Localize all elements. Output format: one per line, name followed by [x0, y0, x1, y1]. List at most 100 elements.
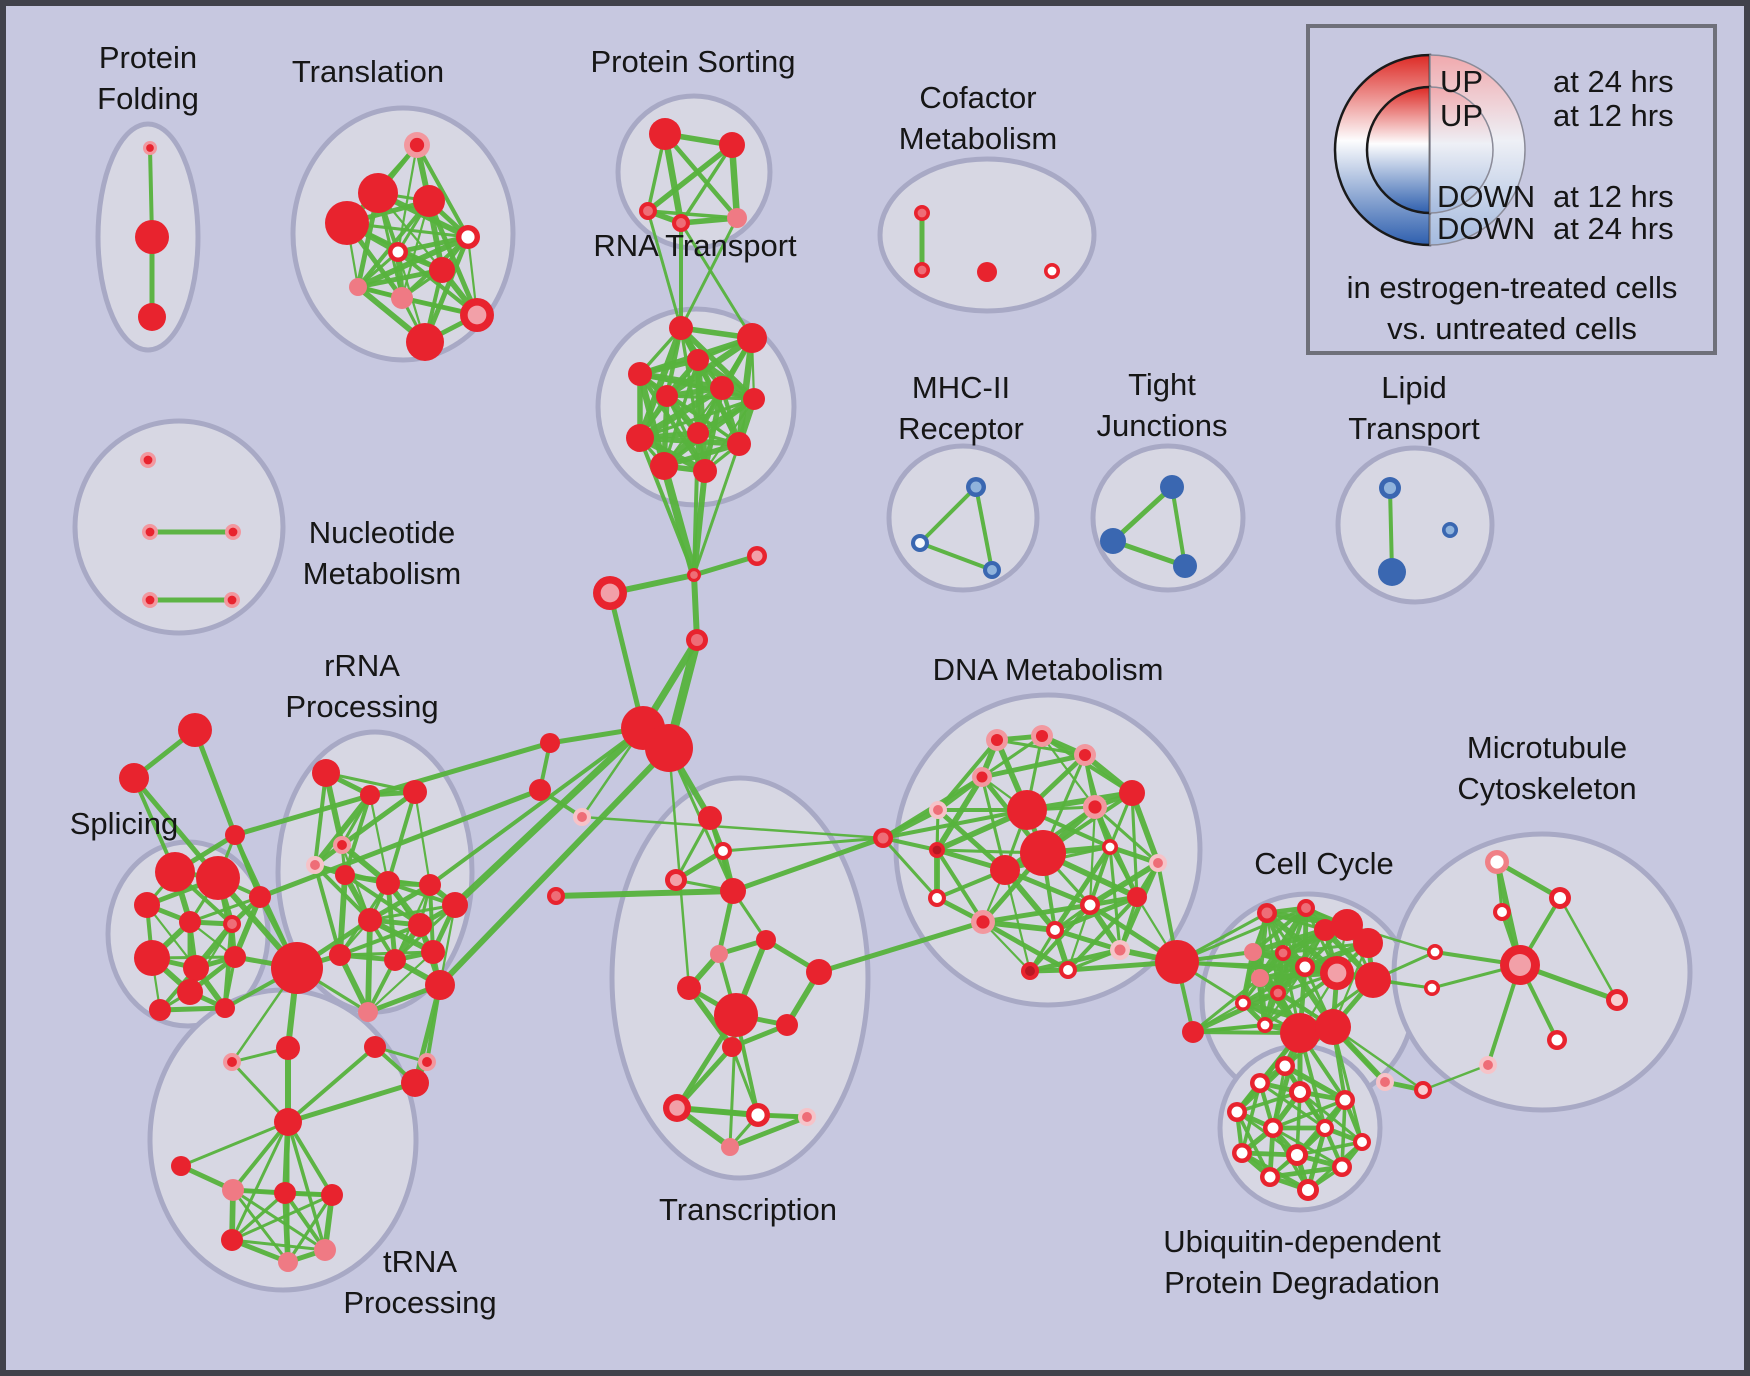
edge-dna-metabolism — [881, 836, 939, 900]
node-rna-transport-44 — [687, 422, 709, 444]
network-edge — [451, 724, 647, 909]
node-dna-metabolism-132-core — [1153, 858, 1163, 868]
network-edge — [730, 835, 886, 894]
network-edge — [881, 808, 1029, 840]
node-microtubule-cytoskeleton-165-core — [1430, 947, 1440, 957]
cluster-cofactor-metabolism — [877, 156, 1097, 314]
node-trna-processing-102 — [314, 1239, 336, 1261]
node-nucleotide-metabolism-33-core — [145, 527, 155, 537]
network-edge — [257, 787, 543, 900]
node-dna-metabolism-119-core — [990, 733, 1004, 747]
node-rrna-processing-80 — [419, 874, 441, 896]
legend-box — [1306, 24, 1717, 355]
edge-cell-cycle — [1241, 965, 1307, 1005]
node-transcription-104-core — [718, 846, 728, 856]
translation-label: Translation — [292, 54, 444, 89]
node-rrna-processing-74 — [360, 785, 380, 805]
edge-cell-cycle — [1251, 906, 1308, 954]
node-cell-cycle-154-core — [1260, 1020, 1270, 1030]
node-rrna-processing-82 — [408, 913, 432, 937]
node-nucleotide-metabolism-36-core — [227, 595, 237, 605]
cell-cycle-label: Cell Cycle — [1254, 846, 1394, 881]
node-central-chain-56 — [529, 779, 551, 801]
network-edge — [692, 442, 741, 577]
node-ubiquitin-degradation-179-core — [1290, 1148, 1304, 1162]
edge-dna-metabolism — [1052, 927, 1123, 953]
splicing-label: Splicing — [70, 806, 179, 841]
node-dna-metabolism-128 — [1020, 830, 1066, 876]
node-cell-cycle-144 — [1314, 919, 1336, 941]
network-edge — [660, 462, 698, 579]
node-splicing-66 — [249, 886, 271, 908]
node-microtubule-cytoskeleton-164-core — [1509, 954, 1531, 976]
node-translation-12-core — [467, 305, 487, 325]
edge-trna-processing — [230, 1191, 287, 1242]
node-ubiquitin-degradation-172-core — [1293, 1085, 1307, 1099]
legend-inner-ring-left — [1365, 85, 1432, 215]
network-edge — [918, 485, 978, 545]
node-rrna-trna-connectors-94 — [401, 1069, 429, 1097]
node-dna-metabolism-120-core — [1035, 729, 1049, 743]
network-edge — [607, 590, 646, 731]
network-edge — [1494, 859, 1563, 901]
node-cell-cycle-158 — [1182, 1021, 1204, 1043]
network-edge — [232, 740, 553, 838]
edge-dna-metabolism — [1088, 805, 1097, 907]
node-splicing-64 — [179, 911, 201, 933]
node-rrna-processing-73 — [312, 759, 340, 787]
node-ubiquitin-degradation-173-core — [1339, 1094, 1351, 1106]
edge-rrna-processing — [312, 792, 373, 868]
nucleotide-metabolism-label: Nucleotide Metabolism — [303, 515, 462, 591]
node-trna-processing-101 — [278, 1252, 298, 1272]
edge-rna-transport — [637, 435, 742, 447]
node-cell-cycle-156 — [1315, 1009, 1351, 1045]
network-edge — [286, 1045, 377, 1124]
node-splicing-65-core — [227, 919, 237, 929]
network-edge — [667, 746, 691, 990]
node-splicing-62 — [196, 856, 240, 900]
node-dna-metabolism-125-core — [1088, 800, 1102, 814]
node-rrna-processing-81 — [358, 908, 382, 932]
legend-direction-2: DOWN — [1437, 179, 1535, 214]
node-lipid-transport-30-core — [1445, 525, 1455, 535]
network-edge — [1170, 485, 1187, 568]
edge-rna-transport — [703, 397, 756, 473]
node-translation-10 — [349, 278, 367, 296]
node-cell-cycle-155 — [1280, 1013, 1320, 1053]
node-translation-13 — [406, 323, 444, 361]
edge-dna-metabolism — [979, 752, 1088, 780]
dna-metabolism-label: DNA Metabolism — [933, 652, 1164, 687]
node-rrna-processing-89 — [358, 1002, 378, 1022]
node-rna-transport-48 — [693, 459, 717, 483]
node-cofactor-metabolism-21 — [977, 262, 997, 282]
node-dna-metabolism-140-core — [1063, 965, 1073, 975]
node-cell-cycle-148-core — [1278, 948, 1288, 958]
edge-dna-metabolism — [980, 734, 1044, 779]
network-edge — [721, 836, 885, 853]
node-trna-processing-95 — [274, 1108, 302, 1136]
network-edge — [231, 1120, 290, 1192]
edge-rrna-processing — [413, 790, 432, 887]
node-cofactor-metabolism-22-core — [1047, 266, 1057, 276]
edge-dna-metabolism — [1027, 947, 1123, 974]
node-splicing-72 — [149, 999, 171, 1021]
node-trna-processing-97 — [222, 1179, 244, 1201]
network-edge — [691, 553, 760, 578]
node-dna-metabolism-134-core — [976, 915, 990, 929]
node-translation-7-core — [461, 230, 475, 244]
edge-trna-processing — [282, 1190, 328, 1253]
node-splicing-59 — [119, 763, 149, 793]
node-nucleotide-metabolism-34-core — [228, 527, 238, 537]
cluster-nucleotide-metabolism — [72, 418, 286, 636]
node-splicing-58 — [178, 713, 212, 747]
cluster-lipid-transport — [1335, 445, 1495, 605]
trna-processing-label: tRNA Processing — [343, 1244, 496, 1320]
node-cofactor-metabolism-19-core — [917, 208, 927, 218]
node-rrna-processing-85 — [384, 949, 406, 971]
network-edge — [285, 1080, 418, 1125]
node-dna-metabolism-123-core — [933, 805, 943, 815]
network-edge — [230, 1120, 290, 1242]
node-mhc-ii-receptor-23-core — [970, 481, 982, 493]
legend-direction-0: UP — [1440, 64, 1483, 99]
